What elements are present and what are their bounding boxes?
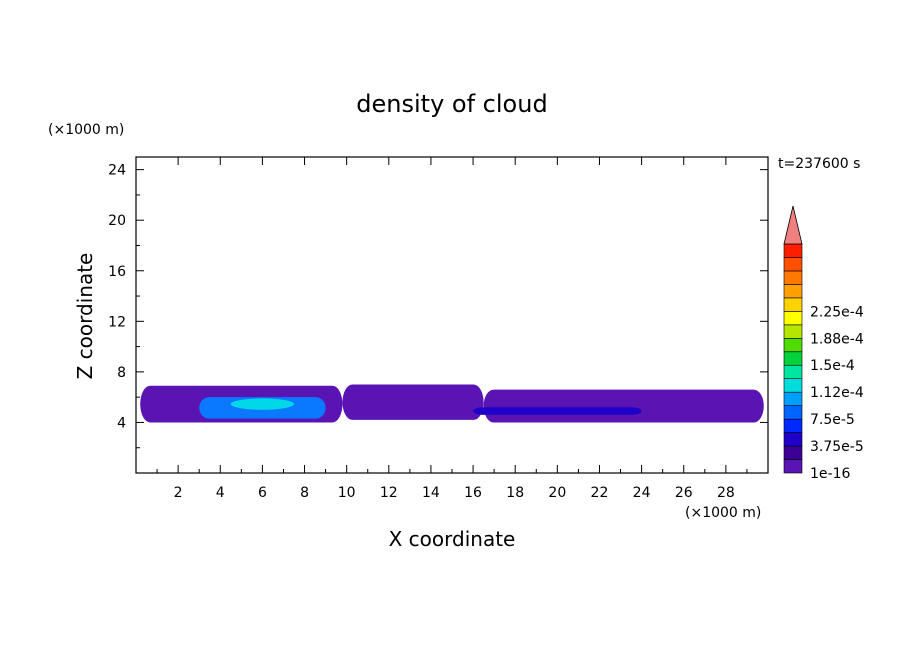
colorbar-swatch [783,418,803,433]
plot-frame [135,156,769,474]
x-unit-label: (×1000 m) [685,505,761,521]
x-tick-label: 18 [506,485,524,501]
colorbar-swatch [783,378,803,393]
colorbar-label: 2.25e-4 [810,304,864,320]
y-tick-label: 4 [117,415,126,431]
x-tick-label: 10 [338,485,356,501]
density-region-2 [342,384,484,420]
x-tick-label: 6 [258,485,267,501]
colorbar-swatch [783,351,803,366]
colorbar-label: 3.75e-5 [810,439,864,455]
chart-title: density of cloud [356,90,547,118]
colorbar-swatch [783,284,803,299]
y-axis-label: Z coordinate [73,253,97,380]
colorbar-swatch [783,257,803,272]
x-axis-label: X coordinate [389,527,516,551]
colorbar-swatch [783,311,803,326]
density-region-5 [230,398,294,410]
colorbar-label: 1.12e-4 [810,385,864,401]
x-tick-label: 14 [422,485,440,501]
colorbar-swatch [783,270,803,285]
colorbar-swatch [783,297,803,312]
colorbar: 1e-16 3.75e-5 7.5e-5 1.12e-4 1.5e-4 1.88e-4 2.… [783,205,864,482]
colorbar-swatch [783,391,803,406]
x-tick-label: 4 [216,485,225,501]
x-tick-label: 26 [675,485,693,501]
x-tick-label: 22 [591,485,609,501]
x-tick-label: 16 [464,485,482,501]
y-unit-label: (×1000 m) [48,122,124,138]
y-tick-label: 24 [108,163,126,179]
density-regions [140,384,764,423]
time-label: t=237600 s [778,156,860,172]
colorbar-label: 1.5e-4 [810,358,855,374]
colorbar-swatch [783,364,803,380]
colorbar-swatch [783,243,803,258]
colorbar-swatch [783,337,803,353]
density-region-3 [483,389,764,423]
colorbar-label: 1e-16 [810,466,850,482]
y-tick-label: 8 [117,365,126,381]
colorbar-swatch [783,324,803,339]
colorbar-extension [783,205,803,245]
x-tick-label: 12 [380,485,398,501]
y-tick-label: 16 [108,264,126,280]
colorbar-swatch [783,459,803,474]
x-tick-label: 2 [174,485,183,501]
colorbar-swatch [783,405,803,420]
colorbar-label: 7.5e-5 [810,412,855,428]
colorbar-swatch [783,445,803,460]
x-tick-label: 24 [633,485,651,501]
x-tick-label: 8 [300,485,309,501]
y-tick-label: 20 [108,213,126,229]
x-tick-label: 20 [548,485,566,501]
colorbar-swatch [783,432,803,447]
colorbar-label: 1.88e-4 [810,331,864,347]
x-tick-label: 28 [717,485,735,501]
density-region-6 [473,407,642,415]
y-tick-label: 12 [108,314,126,330]
